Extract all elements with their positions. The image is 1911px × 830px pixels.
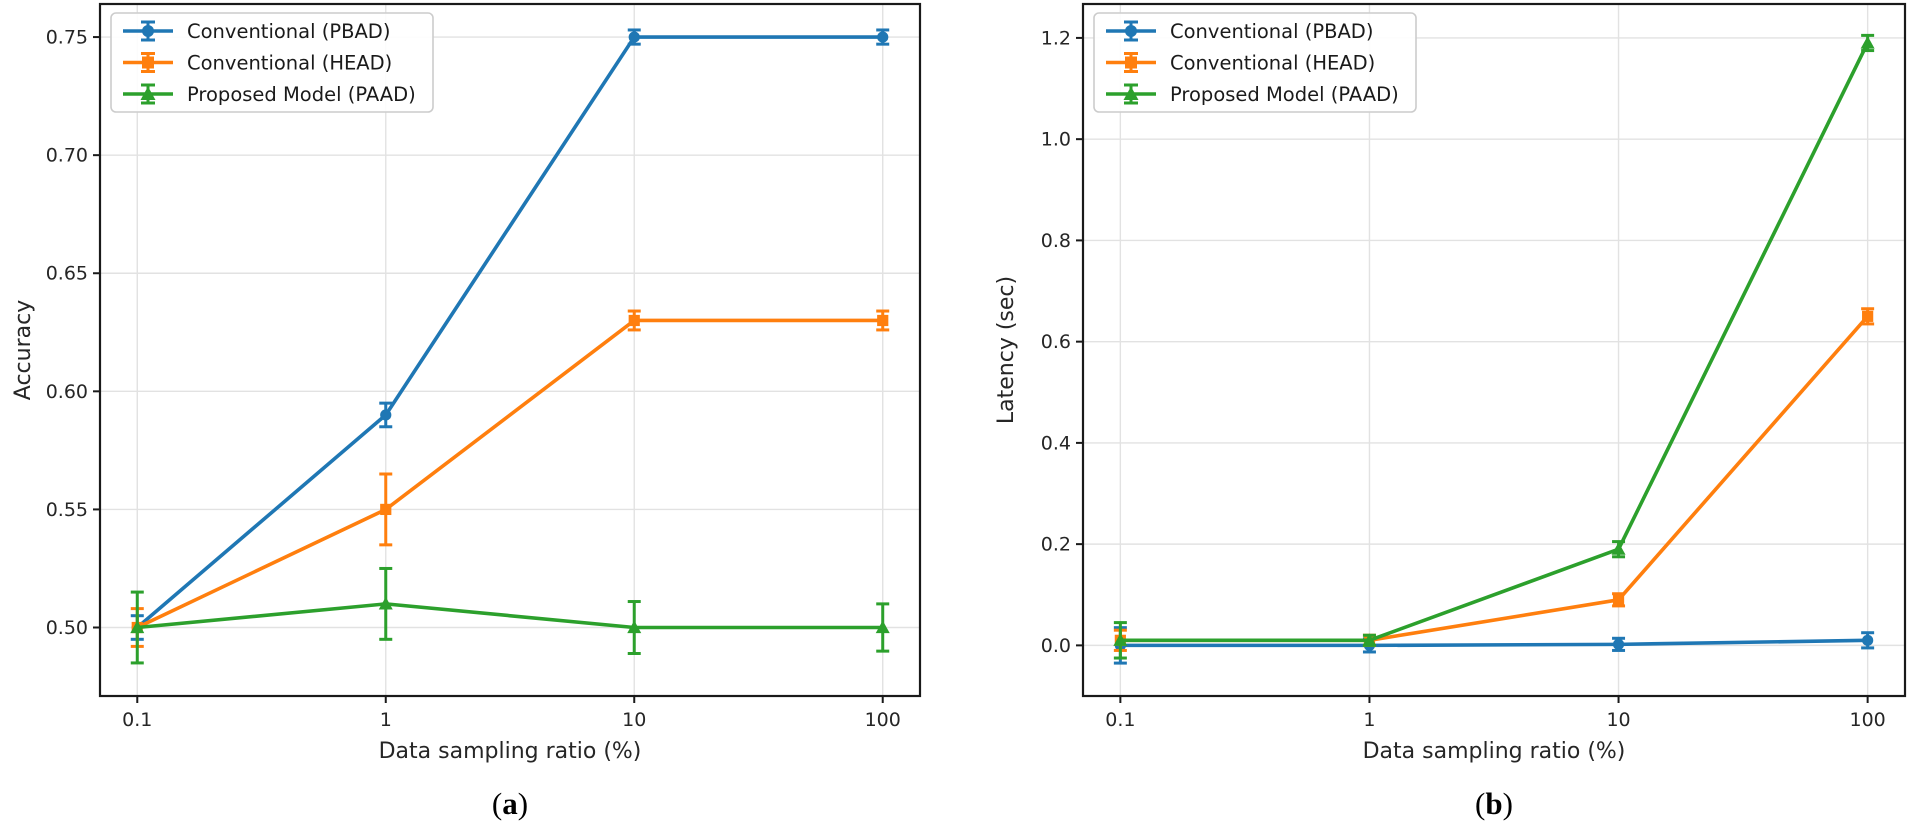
legend-marker [142, 56, 154, 69]
y-tick-label: 0.4 [1041, 432, 1071, 454]
legend-box: Conventional (PBAD) Conventional (HEAD) Pr… [1093, 12, 1417, 113]
x-axis-label: Data sampling ratio (%) [1363, 739, 1626, 764]
x-tick-label: 0.1 [1105, 709, 1135, 731]
y-tick-label: 0.60 [46, 381, 88, 403]
data-point-marker [877, 314, 889, 327]
data-point-marker [1113, 633, 1128, 646]
data-point-marker [130, 620, 145, 634]
x-axis-label: Data sampling ratio (%) [379, 739, 642, 764]
legend-label: Proposed Model (PAAD) [187, 83, 416, 106]
y-tick-label: 0.75 [46, 27, 88, 49]
legend-item: Conventional (PBAD) [123, 20, 390, 43]
legend-label: Conventional (HEAD) [1170, 52, 1375, 75]
x-tick-label: 10 [622, 709, 646, 731]
series-line [1118, 638, 1870, 648]
data-point-marker [1362, 633, 1377, 646]
y-tick-label: 0.2 [1041, 534, 1071, 556]
x-tick-label: 1 [1363, 709, 1375, 731]
data-point-marker [1860, 35, 1875, 49]
legend-label: Conventional (PBAD) [187, 20, 390, 43]
chart-right: 0.1 1 10 100 0.0 0.2 0.4 0.6 0.8 1.0 1.2 Data sampl… [994, 2, 1907, 821]
legend-marker [1123, 86, 1139, 100]
series-line [135, 318, 885, 630]
x-tick-label: 100 [865, 709, 901, 731]
x-tick-label: 10 [1606, 709, 1630, 731]
data-point-marker [628, 31, 640, 43]
plot-border [98, 2, 922, 698]
data-point-marker [1612, 594, 1625, 606]
y-tick-label: 1.2 [1041, 27, 1071, 49]
legend-item: Proposed Model (PAAD) [1106, 83, 1399, 106]
series-triangle [1113, 33, 1875, 660]
legend-box: Conventional (PBAD) Conventional (HEAD) Pr… [110, 12, 434, 113]
legend-label: Proposed Model (PAAD) [1170, 83, 1399, 106]
y-tick-label: 0.70 [46, 145, 88, 167]
series-line [135, 35, 885, 630]
data-point-marker [380, 503, 392, 516]
data-point-marker [1612, 638, 1625, 650]
y-tick-label: 0.55 [46, 499, 88, 521]
series-square [130, 309, 890, 648]
data-point-marker [877, 31, 889, 43]
data-point-marker [1862, 634, 1874, 646]
y-tick-label: 1.0 [1041, 129, 1071, 151]
y-tick-label: 0.8 [1041, 230, 1071, 252]
y-tick-label: 0.65 [46, 263, 88, 285]
legend-marker [140, 86, 156, 100]
series-square [1113, 307, 1875, 652]
x-tick-label: 0.1 [122, 709, 152, 731]
x-tick-label: 1 [380, 709, 392, 731]
data-point-marker [380, 409, 392, 421]
x-tick-label: 100 [1850, 709, 1886, 731]
legend-marker [142, 25, 154, 37]
data-point-marker [875, 620, 890, 634]
data-point-marker [627, 620, 642, 634]
chart-left: 0.1 1 10 100 0.50 0.55 0.60 0.65 0.70 0.75 Data sa… [11, 2, 922, 821]
legend-label: Conventional (PBAD) [1170, 20, 1373, 43]
y-tick-label: 0.50 [46, 617, 88, 639]
data-point-marker [378, 596, 393, 610]
legend-label: Conventional (HEAD) [187, 52, 392, 75]
subplot-caption-a: (a) [492, 786, 528, 821]
legend-item: Conventional (HEAD) [1106, 52, 1375, 75]
legend-marker [1125, 56, 1137, 69]
series-line [1118, 41, 1870, 643]
y-axis-label: Accuracy [11, 300, 36, 400]
y-tick-label: 0.0 [1041, 635, 1071, 657]
plot-border [1081, 2, 1907, 698]
y-tick-label: 0.6 [1041, 331, 1071, 353]
series-circle [130, 28, 890, 641]
subplot-caption-b: (b) [1475, 786, 1513, 821]
data-point-marker [1862, 310, 1874, 322]
series-line [1118, 314, 1870, 643]
series-triangle [130, 566, 890, 665]
legend-item: Proposed Model (PAAD) [123, 83, 416, 106]
data-point-marker [1611, 542, 1626, 555]
legend-marker [1125, 25, 1137, 37]
y-axis-label: Latency (sec) [994, 276, 1019, 424]
legend-background [1093, 12, 1417, 113]
legend-background [110, 12, 434, 113]
data-point-marker [628, 314, 640, 327]
legend-item: Conventional (PBAD) [1106, 20, 1373, 43]
legend-item: Conventional (HEAD) [123, 52, 392, 75]
series-line [135, 602, 885, 630]
